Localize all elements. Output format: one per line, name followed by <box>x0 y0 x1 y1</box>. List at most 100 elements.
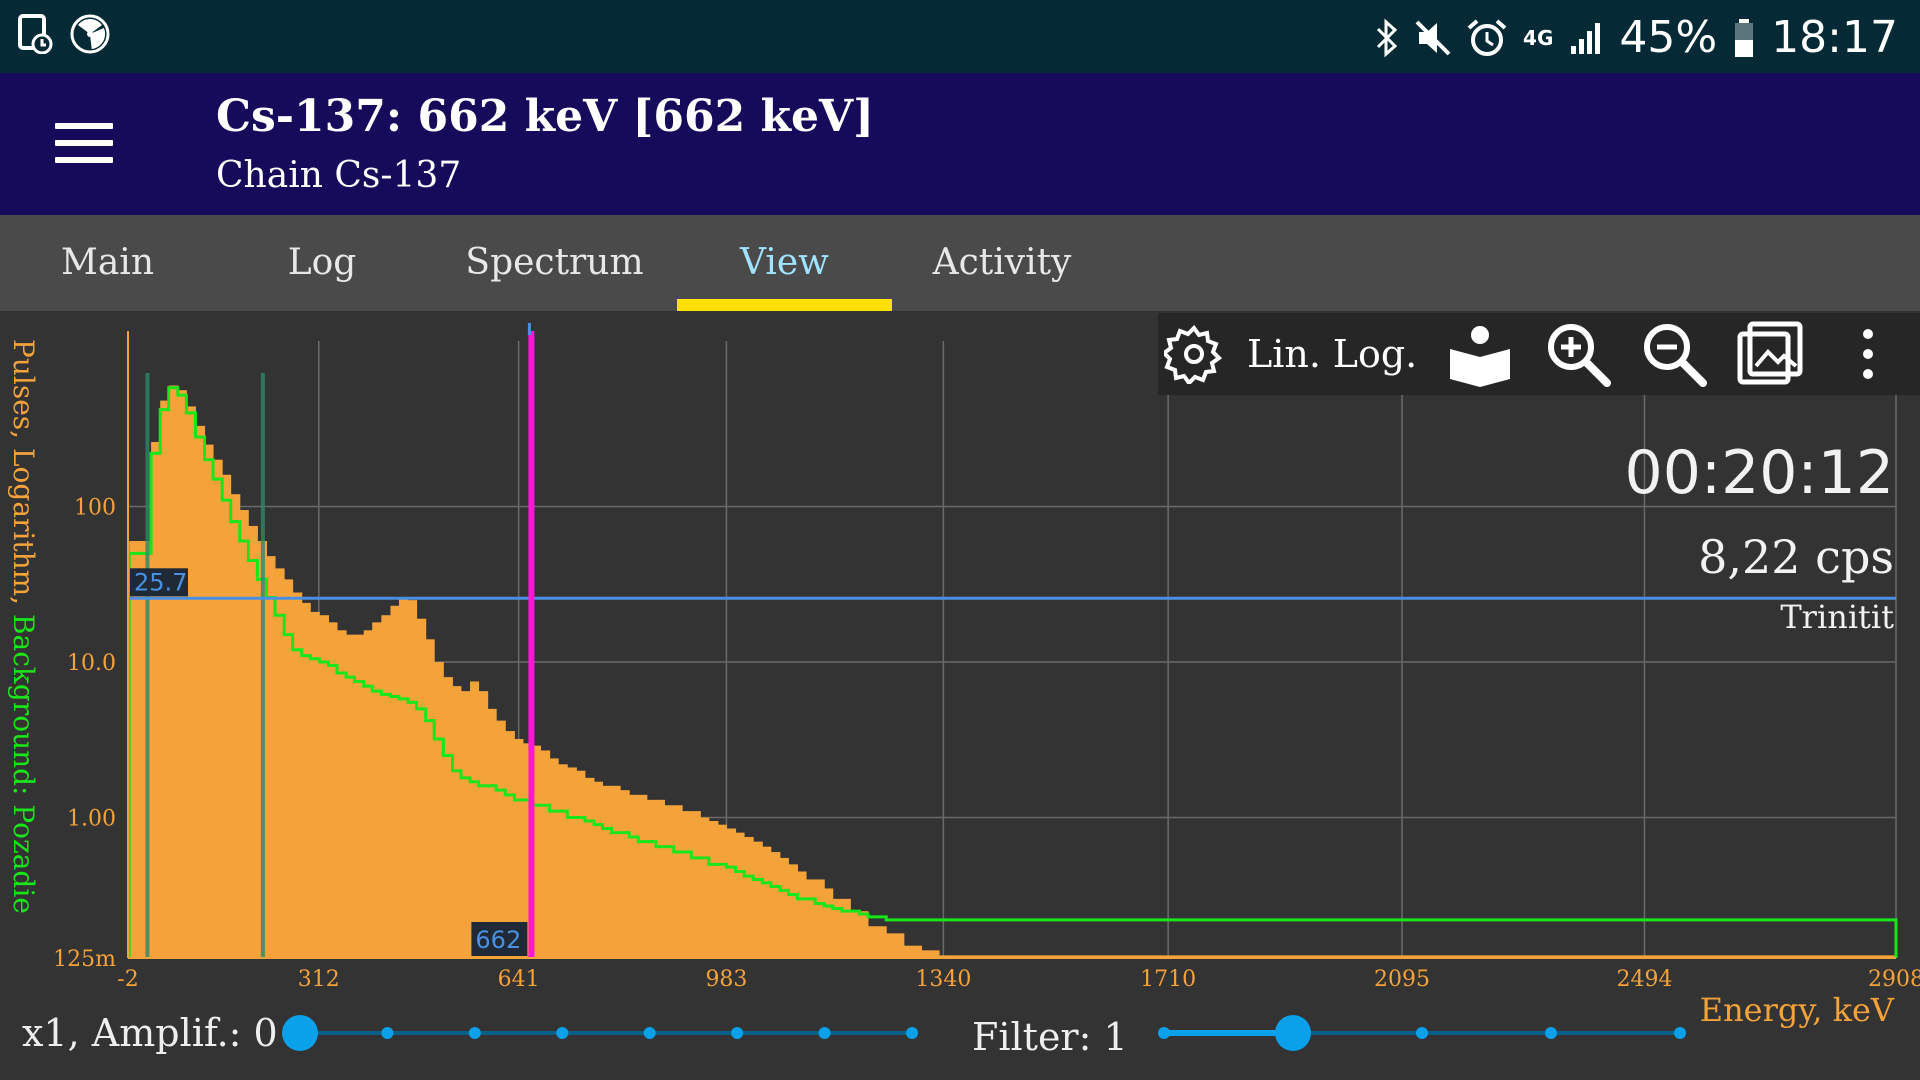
spectrum-bar <box>1408 955 1418 958</box>
log-button[interactable]: Log. <box>1332 332 1418 376</box>
spectrum-bar <box>1399 955 1409 958</box>
x-tick-label: 2095 <box>1374 967 1430 991</box>
slider-thumb[interactable] <box>282 1015 318 1051</box>
spectrum-bar <box>629 794 639 958</box>
spectrum-bar <box>1744 955 1755 958</box>
spectrum-bar <box>1594 955 1604 958</box>
page-subtitle: Chain Cs-137 <box>216 155 462 196</box>
slider-tick <box>643 1027 656 1039</box>
spectrum-bar <box>408 600 418 958</box>
tab-log[interactable]: Log <box>287 242 357 283</box>
tab-main[interactable]: Main <box>60 242 155 283</box>
spectrum-bar <box>956 955 967 958</box>
battery-icon <box>1735 18 1754 57</box>
tab-activity[interactable]: Activity <box>932 242 1072 283</box>
radiation-icon <box>70 14 110 54</box>
spectrum-bar <box>824 888 834 958</box>
lin-button[interactable]: Lin. <box>1247 332 1321 376</box>
spectrum-bar <box>1036 955 1046 958</box>
spectrum-bar <box>1372 955 1383 958</box>
spectrum-bar <box>390 605 400 958</box>
spectrum-bar <box>478 691 489 958</box>
library-icon[interactable] <box>1440 313 1520 395</box>
spectrum-bar <box>948 955 958 958</box>
spectrum-bar <box>1514 955 1525 958</box>
spectrum-bar <box>346 634 356 958</box>
spectrum-bar <box>1275 955 1285 958</box>
tab-bar: Main Log Spectrum View Activity <box>0 215 1920 311</box>
image-icon[interactable] <box>1728 313 1812 395</box>
spectrum-bar <box>1638 955 1649 958</box>
spectrum-bar <box>1346 955 1356 958</box>
filter-slider[interactable] <box>1150 991 1690 1080</box>
spectrum-bar <box>638 794 648 958</box>
spectrum-bar <box>1797 955 1808 958</box>
spectrum-bar <box>532 745 542 958</box>
spectrum-bar <box>168 385 179 958</box>
spectrum-bar <box>460 691 471 958</box>
spectrum-bar <box>1700 955 1710 958</box>
threshold-label-bg <box>130 568 188 597</box>
spectrum-bar <box>266 556 276 958</box>
slider-tick <box>468 1027 481 1039</box>
spectrum-bar <box>903 945 913 958</box>
spectrum-bar <box>1576 955 1587 958</box>
marker-label-bg <box>471 922 528 956</box>
spectrum-bar <box>416 618 427 958</box>
zoom-out-icon[interactable] <box>1632 313 1716 395</box>
amplification-slider[interactable] <box>280 991 920 1080</box>
spectrum-bar <box>770 852 781 958</box>
alarm-icon <box>1467 18 1507 56</box>
spectrum-bar <box>1248 955 1259 958</box>
spectrum-bar <box>602 785 613 958</box>
spectrum-bar <box>859 911 869 958</box>
spectrum-bar <box>1434 955 1445 958</box>
spectrum-bar <box>522 743 533 958</box>
signal-icon <box>1571 22 1601 54</box>
spectrum-bar <box>735 832 745 958</box>
app-bar: Cs-137: 662 keV [662 keV] Chain Cs-137 <box>0 73 1920 215</box>
zoom-in-icon[interactable] <box>1536 313 1620 395</box>
spectrum-bar <box>1328 955 1339 958</box>
x-tick-label: 1710 <box>1140 967 1196 991</box>
spectrum-bar <box>177 390 187 958</box>
spectrum-bar <box>1213 955 1223 958</box>
spectrum-bar <box>655 799 665 958</box>
spectrum-bar <box>1558 955 1569 958</box>
spectrum-bar <box>1567 955 1577 958</box>
settings-icon[interactable] <box>1158 313 1230 395</box>
spectrum-bar <box>584 777 595 958</box>
spectrum-bar <box>841 898 851 958</box>
spectrum-bar <box>983 955 993 958</box>
y-tick-label: 1.00 <box>67 807 116 832</box>
spectrum-bar <box>779 857 789 958</box>
spectrum-bar <box>1443 955 1453 958</box>
spectrum-bar <box>788 864 799 958</box>
measurement-timer: 00:20:12 <box>1624 438 1894 508</box>
spectrum-bar <box>1585 955 1595 958</box>
spectrum-bar <box>195 425 206 958</box>
spectrum-bar <box>1160 955 1170 958</box>
spectrum-bar <box>1301 955 1312 958</box>
menu-icon[interactable] <box>55 123 113 163</box>
tab-spectrum[interactable]: Spectrum <box>465 242 644 283</box>
spectrum-bar <box>965 955 975 958</box>
spectrum-bar <box>1656 955 1666 958</box>
slider-thumb[interactable] <box>1275 1015 1311 1051</box>
spectrum-bar <box>186 406 196 958</box>
spectrum-bar <box>1762 955 1772 958</box>
spectrum-bar <box>1425 955 1436 958</box>
more-icon[interactable] <box>1848 313 1888 395</box>
spectrum-bar <box>487 708 497 958</box>
spectrum-bar <box>1824 955 1834 958</box>
spectrum-bar <box>815 879 825 958</box>
spectrum-bar <box>708 821 719 958</box>
spectrum-chart[interactable]: -2 312 641 983 1340 1710 2095 2494 2908 125m 1.00 1… <box>0 311 1920 991</box>
tab-view[interactable]: View <box>740 242 829 283</box>
chart-toolbar: Lin. Log. <box>1158 313 1920 395</box>
spectrum-bar <box>1363 955 1374 958</box>
spectrum-bar <box>301 602 311 958</box>
spectrum-bar <box>894 933 905 958</box>
spectrum-bar <box>806 879 816 958</box>
spectrum-bar <box>1196 955 1206 958</box>
